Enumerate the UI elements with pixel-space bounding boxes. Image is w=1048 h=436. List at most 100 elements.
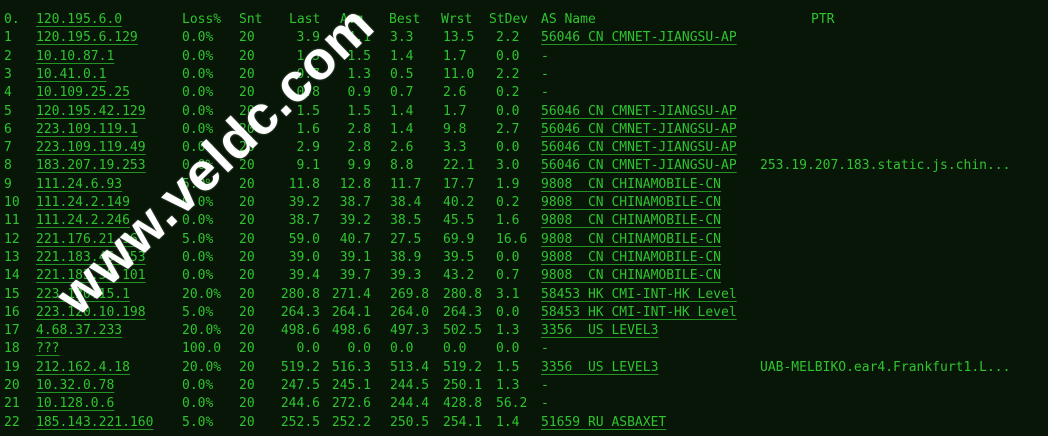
trace-row: 12 221.176.21.96 5.0% 20 59.0 40.7 27.5 69.9 16.… <box>0 231 1048 250</box>
trace-row: 6 223.109.119.1 0.0% 20 1.6 2.8 1.4 9.8 2.7 56046… <box>0 121 1048 140</box>
cell-last: 280.8 <box>280 286 320 302</box>
cell-best: 244.4 <box>390 396 430 412</box>
cell-loss: 0.0% <box>182 66 214 82</box>
cell-avg: 12.8 <box>339 176 371 192</box>
cell-wrst: 13.5 <box>443 30 475 46</box>
cell-snt: 20 <box>239 378 255 393</box>
cell-ip: 185.143.221.160 <box>36 414 154 430</box>
trace-row: 20 10.32.0.78 0.0% 20 247.5 245.1 244.5 250.1 1.… <box>0 377 1048 396</box>
cell-snt: 20 <box>239 176 255 192</box>
header-wrst: Wrst <box>441 12 473 27</box>
trace-row: 22 185.143.221.160 5.0% 20 252.5 252.2 250.5 25… <box>0 414 1048 433</box>
cell-loss: 20.0% <box>182 359 222 375</box>
cell-best: 11.7 <box>390 176 422 192</box>
cell-snt: 20 <box>239 195 255 210</box>
mtr-header-row: 0. 120.195.6.0 Loss% Snt Last Avg Best W… <box>0 11 1048 30</box>
cell-loss: 5.0% <box>182 414 214 430</box>
cell-ip: 120.195.42.129 <box>36 103 146 119</box>
cell-snt: 20 <box>239 85 255 101</box>
trace-row: 13 221.183.46.253 0.0% 20 39.0 39.1 38.9 39.5 0.… <box>0 249 1048 268</box>
cell-avg: 245.1 <box>331 378 371 393</box>
cell-stdev: 1.5 <box>496 359 520 375</box>
cell-hop: 14 <box>4 268 20 284</box>
cell-stdev: 0.0 <box>496 341 520 357</box>
cell-hop: 8 <box>4 158 12 174</box>
cell-best: 38.4 <box>390 195 422 210</box>
trace-row: 5 120.195.42.129 0.0% 20 1.5 1.5 1.4 1.7 0.0 5604… <box>0 103 1048 122</box>
cell-snt: 20 <box>239 396 255 412</box>
cell-loss: 100.0 <box>182 341 222 357</box>
cell-ip: ??? <box>36 341 60 357</box>
cell-loss: 5.0% <box>182 176 214 192</box>
cell-asname: 56046 CN CMNET-JIANGSU-AP <box>541 121 737 137</box>
cell-best: 513.4 <box>390 359 430 375</box>
cell-stdev: 0.7 <box>496 268 520 284</box>
cell-loss: 0.0% <box>182 30 214 46</box>
cell-loss: 20.0% <box>182 286 222 302</box>
cell-asname: - <box>541 48 549 64</box>
cell-hop: 10 <box>4 195 20 210</box>
cell-asname: 9808 CN CHINAMOBILE-CN <box>541 249 722 265</box>
trace-row: 11 111.24.2.246 0.0% 20 38.7 39.2 38.5 45.5 1.6 9… <box>0 212 1048 231</box>
cell-last: 39.0 <box>288 249 320 265</box>
header-source-ip: 120.195.6.0 <box>36 12 123 27</box>
cell-last: 252.5 <box>280 414 320 430</box>
cell-wrst: 280.8 <box>443 286 483 302</box>
cell-avg: 0.9 <box>347 85 371 101</box>
cell-loss: 0.0% <box>182 140 214 156</box>
cell-wrst: 250.1 <box>443 378 483 393</box>
trace-row: 16 223.120.10.198 5.0% 20 264.3 264.1 264.0 264… <box>0 304 1048 323</box>
cell-loss: 0.0% <box>182 195 214 210</box>
cell-stdev: 16.6 <box>496 231 528 247</box>
cell-hop: 21 <box>4 396 20 412</box>
cell-asname: 56046 CN CMNET-JIANGSU-AP <box>541 140 737 156</box>
cell-best: 38.9 <box>390 249 422 265</box>
cell-ip: 223.120.15.1 <box>36 286 130 302</box>
cell-wrst: 428.8 <box>443 396 483 412</box>
cell-wrst: 40.2 <box>443 195 475 210</box>
cell-ip: 10.32.0.78 <box>36 378 115 393</box>
cell-stdev: 1.4 <box>496 414 520 430</box>
cell-stdev: 2.7 <box>496 121 520 137</box>
trace-row: 4 10.109.25.25 0.0% 20 0.8 0.9 0.7 2.6 0.2 - <box>0 84 1048 103</box>
cell-ip: 10.128.0.6 <box>36 396 115 412</box>
cell-wrst: 45.5 <box>443 213 475 229</box>
cell-asname: 9808 CN CHINAMOBILE-CN <box>541 176 722 192</box>
cell-wrst: 1.7 <box>443 48 467 64</box>
cell-hop: 7 <box>4 140 12 156</box>
cell-asname: 9808 CN CHINAMOBILE-CN <box>541 231 722 247</box>
cell-asname: 58453 HK CMI-INT-HK Level <box>541 304 737 320</box>
cell-ip: 221.183.55.101 <box>36 268 146 284</box>
cell-loss: 0.0% <box>182 158 214 174</box>
header-hop: 0. <box>4 12 20 27</box>
cell-last: 0.7 <box>296 66 320 82</box>
cell-asname: 56046 CN CMNET-JIANGSU-AP <box>541 158 737 174</box>
cell-stdev: 3.1 <box>496 286 520 302</box>
cell-ptr: 253.19.207.183.static.js.chin... <box>760 158 1011 174</box>
cell-wrst: 69.9 <box>443 231 475 247</box>
cell-hop: 3 <box>4 66 12 82</box>
trace-row: 14 221.183.55.101 0.0% 20 39.4 39.7 39.3 43.2 0.… <box>0 267 1048 286</box>
cell-wrst: 2.6 <box>443 85 467 101</box>
cell-ip: 212.162.4.18 <box>36 359 130 375</box>
trace-row: 18??? 100.0 20 0.0 0.0 0.0 0.0 0.0 - <box>0 340 1048 359</box>
cell-best: 497.3 <box>390 323 430 339</box>
cell-best: 0.0 <box>390 341 414 357</box>
cell-ip: 221.176.21.96 <box>36 231 138 247</box>
cell-ip: 223.120.10.198 <box>36 304 146 320</box>
cell-loss: 5.0% <box>182 304 214 320</box>
cell-loss: 5.0% <box>182 231 214 247</box>
cell-asname: 51659 RU ASBAXET <box>541 414 667 430</box>
cell-best: 2.6 <box>390 140 414 156</box>
cell-asname: 3356 US LEVEL3 <box>541 359 659 375</box>
cell-ip: 111.24.2.149 <box>36 195 130 210</box>
cell-hop: 4 <box>4 85 12 101</box>
cell-loss: 0.0% <box>182 378 214 393</box>
cell-best: 1.4 <box>390 103 414 119</box>
cell-stdev: 2.2 <box>496 66 520 82</box>
cell-wrst: 17.7 <box>443 176 475 192</box>
cell-last: 38.7 <box>288 213 320 229</box>
cell-stdev: 0.0 <box>496 249 520 265</box>
cell-ip: 221.183.46.253 <box>36 249 146 265</box>
